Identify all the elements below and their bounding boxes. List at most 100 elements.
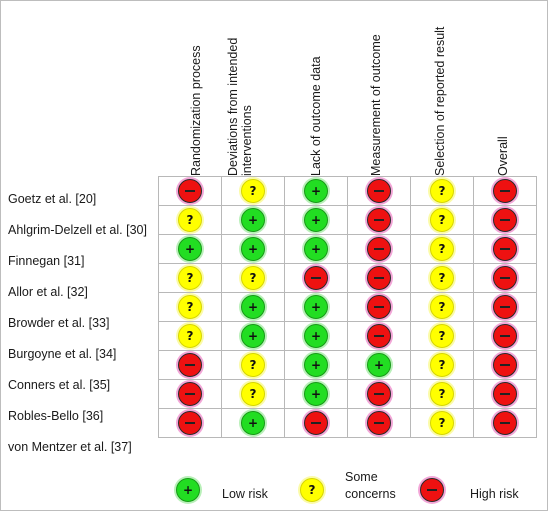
rating-cell — [473, 292, 537, 322]
rating-cell: ? — [410, 176, 474, 206]
rating-cell: + — [284, 234, 348, 264]
rating-cell: ? — [158, 292, 222, 322]
rating-cell: + — [221, 292, 285, 322]
table-row: ? + +? — [158, 321, 537, 351]
high-risk-icon — [178, 382, 202, 406]
rating-cell: ? — [221, 350, 285, 380]
rating-cell — [473, 408, 537, 438]
rating-cell: ? — [221, 263, 285, 293]
rating-cell — [347, 263, 411, 293]
rating-cell — [158, 176, 222, 206]
rating-cell: + — [284, 379, 348, 409]
rating-cell: ? — [410, 350, 474, 380]
rating-cell — [347, 321, 411, 351]
high-risk-icon — [367, 382, 391, 406]
rating-cell: ? — [158, 321, 222, 351]
low-risk-icon: + — [304, 179, 328, 203]
high-risk-icon — [493, 208, 517, 232]
rating-cell — [158, 379, 222, 409]
some-concerns-icon: ? — [178, 295, 202, 319]
rating-cell: ? — [410, 205, 474, 235]
rating-cell — [347, 176, 411, 206]
rating-cell — [158, 408, 222, 438]
high-risk-icon — [493, 353, 517, 377]
some-concerns-icon: ? — [241, 266, 265, 290]
col-header-line: interventions — [240, 105, 254, 176]
some-concerns-icon: ? — [430, 266, 454, 290]
col-header-line: Selection of reported result — [433, 26, 447, 176]
legend-low-label: Low risk — [222, 487, 268, 501]
row-label-robles: Robles-Bello [36] — [8, 409, 104, 423]
some-concerns-icon: ? — [430, 237, 454, 261]
rating-cell — [347, 379, 411, 409]
row-label-ahlgrim: Ahlgrim-Delzell et al. [30] — [8, 223, 147, 237]
low-risk-icon: + — [241, 237, 265, 261]
rating-cell — [473, 350, 537, 380]
rating-cell — [158, 350, 222, 380]
high-risk-icon — [367, 324, 391, 348]
rating-cell — [473, 263, 537, 293]
low-risk-icon: + — [304, 295, 328, 319]
table-row: ? + +? — [158, 350, 537, 380]
high-risk-icon — [493, 237, 517, 261]
col-header-line: Lack of outcome data — [309, 56, 323, 176]
col-header-line: Randomization process — [189, 45, 203, 176]
rating-cell: + — [158, 234, 222, 264]
rating-cell: + — [221, 321, 285, 351]
table-row: ? + +? — [158, 292, 537, 322]
rating-cell: ? — [410, 292, 474, 322]
some-concerns-icon: ? — [430, 179, 454, 203]
rating-cell: + — [347, 350, 411, 380]
some-concerns-icon: ? — [430, 411, 454, 435]
col-header-deviations: Deviations from intended interventions — [226, 38, 254, 176]
rating-cell: ? — [410, 408, 474, 438]
col-header-line: Measurement of outcome — [369, 34, 383, 176]
rating-cell — [347, 408, 411, 438]
col-header-line: Deviations from intended — [226, 37, 240, 176]
high-risk-icon — [178, 179, 202, 203]
table-row: + + +? — [158, 234, 537, 264]
some-concerns-icon: ? — [178, 208, 202, 232]
rating-cell: + — [221, 408, 285, 438]
rating-cell: + — [221, 205, 285, 235]
rating-cell — [284, 408, 348, 438]
low-risk-icon: + — [304, 237, 328, 261]
col-header-randomization: Randomization process — [189, 45, 203, 176]
col-header-missing-data: Lack of outcome data — [309, 56, 323, 176]
high-risk-icon — [493, 324, 517, 348]
high-risk-icon — [178, 411, 202, 435]
high-risk-icon — [304, 411, 328, 435]
row-label-conners: Conners et al. [35] — [8, 378, 111, 392]
table-row: ? + +? — [158, 205, 537, 235]
some-concerns-icon: ? — [430, 382, 454, 406]
rating-cell — [473, 205, 537, 235]
row-label-finnegan: Finnegan [31] — [8, 254, 85, 268]
low-risk-icon: + — [241, 324, 265, 348]
low-risk-icon: + — [241, 295, 265, 319]
high-risk-icon — [367, 208, 391, 232]
high-risk-icon — [367, 411, 391, 435]
high-risk-icon — [367, 237, 391, 261]
rating-cell: ? — [158, 205, 222, 235]
low-risk-icon: + — [304, 382, 328, 406]
risk-of-bias-grid: ? +?? + +? + + +????? + +?? + +?? + +?? +? +? — [158, 176, 537, 438]
row-label-vonmentzer: von Mentzer et al. [37] — [8, 440, 132, 454]
some-concerns-icon: ? — [430, 295, 454, 319]
low-risk-icon: + — [241, 411, 265, 435]
legend-high-label: High risk — [470, 487, 519, 501]
some-concerns-icon: ? — [241, 179, 265, 203]
rating-cell — [473, 176, 537, 206]
col-header-selection: Selection of reported result — [433, 27, 447, 176]
legend-low-icon: + — [176, 478, 200, 502]
rating-cell — [473, 321, 537, 351]
some-concerns-icon: ? — [241, 382, 265, 406]
col-header-line: Overall — [496, 136, 510, 176]
high-risk-icon — [493, 179, 517, 203]
high-risk-icon — [493, 266, 517, 290]
low-risk-icon: + — [304, 324, 328, 348]
some-concerns-icon: ? — [430, 353, 454, 377]
low-risk-icon: + — [367, 353, 391, 377]
some-concerns-icon: ? — [430, 324, 454, 348]
table-row: ? +? — [158, 379, 537, 409]
row-label-goetz: Goetz et al. [20] — [8, 192, 97, 206]
